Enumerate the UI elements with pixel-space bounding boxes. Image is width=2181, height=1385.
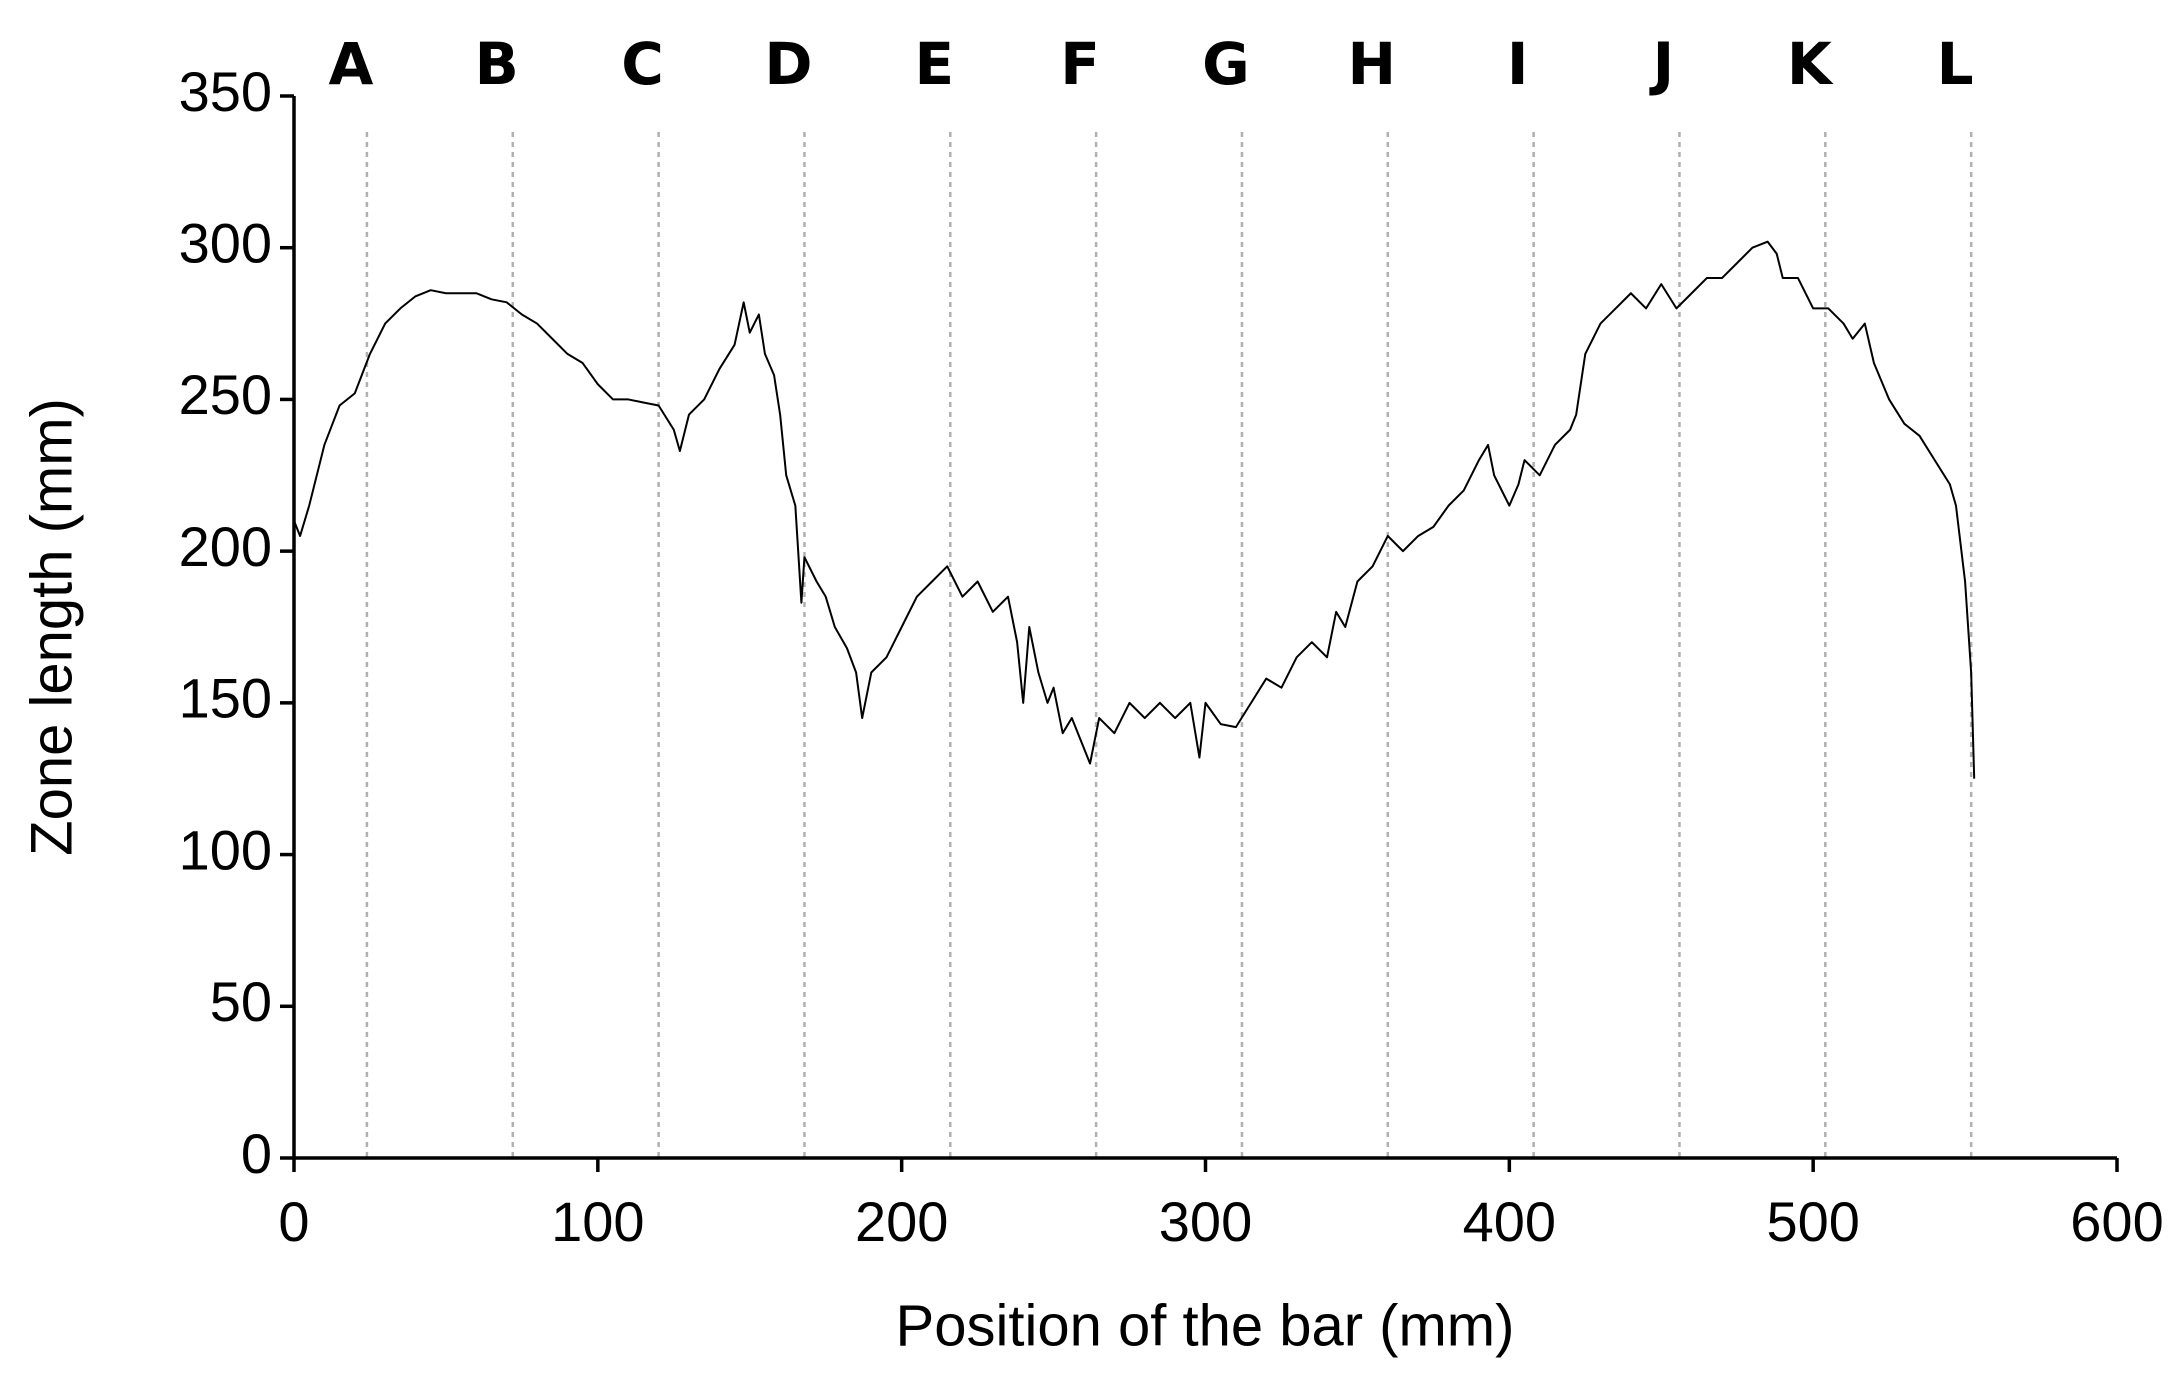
marker-label: H	[1348, 30, 1397, 98]
y-tick-label: 0	[241, 1122, 272, 1185]
x-tick-label: 400	[1463, 1190, 1556, 1253]
marker-label: J	[1649, 30, 1675, 98]
x-tick-label: 100	[551, 1190, 644, 1253]
marker-label: I	[1507, 30, 1529, 98]
y-tick-label: 300	[179, 212, 272, 275]
y-tick-label: 350	[179, 60, 272, 123]
marker-label: G	[1202, 30, 1250, 98]
x-tick-label: 300	[1159, 1190, 1252, 1253]
y-tick-label: 250	[179, 363, 272, 426]
marker-label: B	[475, 30, 519, 98]
x-tick-label: 600	[2070, 1190, 2163, 1253]
y-tick-label: 150	[179, 667, 272, 730]
x-axis-title: Position of the bar (mm)	[896, 1293, 1515, 1358]
y-tick-label: 200	[179, 515, 272, 578]
marker-label: F	[1060, 30, 1100, 98]
data-line	[293, 240, 1976, 779]
y-tick-label: 100	[179, 818, 272, 881]
marker-label: K	[1787, 30, 1834, 98]
y-tick-label: 50	[210, 970, 272, 1033]
x-tick-label: 200	[855, 1190, 948, 1253]
marker-label: A	[328, 30, 373, 98]
x-tick-label: 0	[278, 1190, 309, 1253]
marker-label: L	[1937, 30, 1974, 98]
x-tick-label: 500	[1766, 1190, 1859, 1253]
marker-label: C	[621, 30, 664, 98]
marker-label: D	[764, 30, 812, 98]
y-axis-title: Zone length (mm)	[19, 398, 84, 856]
marker-label: E	[914, 30, 954, 98]
